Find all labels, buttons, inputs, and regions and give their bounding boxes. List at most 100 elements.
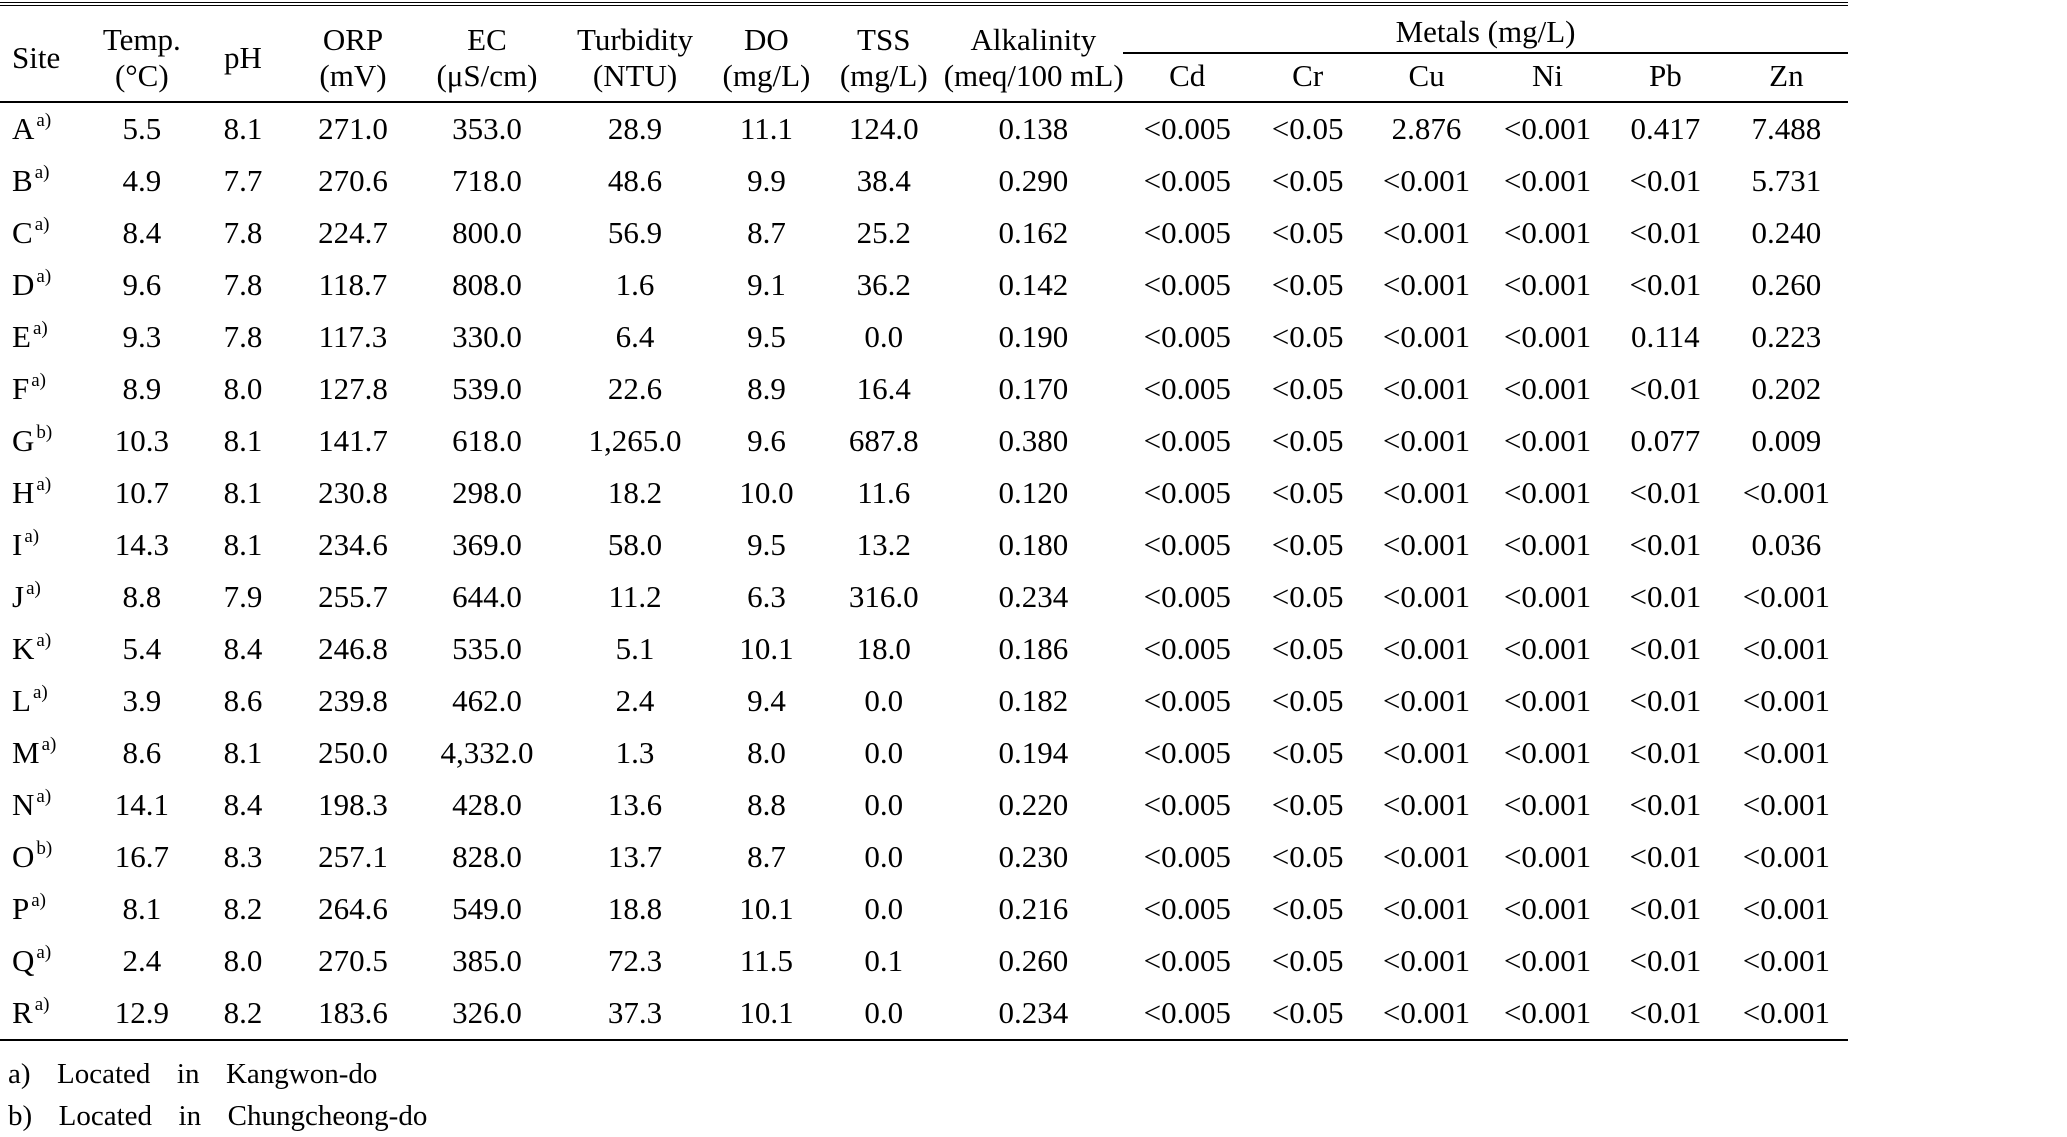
cell-zn: <0.001 [1742, 631, 1830, 667]
cell-ec: 800.0 [452, 215, 522, 251]
cell-cd: <0.005 [1143, 891, 1231, 927]
cell-do: 8.8 [747, 787, 786, 823]
cell-turbidity: 1.6 [615, 267, 655, 303]
footnote-marker: a) [32, 318, 48, 340]
footnote-marker: a) [32, 682, 48, 704]
cell-do: 9.1 [747, 267, 786, 303]
cell-turbidity: 13.7 [607, 839, 663, 875]
cell-temp: 4.9 [122, 163, 162, 199]
site-label: C [12, 215, 33, 251]
cell-cu: <0.001 [1382, 787, 1471, 823]
cell-cd: <0.005 [1143, 579, 1231, 615]
footnote-marker: b) [36, 838, 53, 860]
cell-pb: <0.01 [1605, 987, 1725, 1042]
cell-alkalinity: 0.190 [998, 319, 1069, 355]
cell-ni: <0.001 [1503, 319, 1592, 355]
cell-tss: 316.0 [848, 579, 919, 615]
cell-ni: <0.001 [1503, 163, 1592, 199]
cell-cr: <0.05 [1271, 631, 1344, 667]
cell-turbidity: 58.0 [607, 527, 663, 563]
site-label: J [12, 579, 25, 615]
cell-cd: <0.005 [1143, 111, 1231, 147]
cell-cu: <0.001 [1382, 371, 1471, 407]
cell-alkalinity: 0.142 [998, 267, 1069, 303]
cell-cd: <0.005 [1143, 423, 1231, 459]
cell-turbidity: 37.3 [561, 987, 710, 1042]
cell-pb: <0.01 [1629, 891, 1702, 927]
cell-zn: <0.001 [1742, 943, 1830, 979]
cell-zn: 0.009 [1751, 423, 1822, 459]
cell-orp: 183.6 [293, 987, 413, 1042]
footnote-marker: a) [31, 890, 47, 912]
cell-orp: 127.8 [318, 371, 388, 407]
cell-cu: <0.001 [1382, 943, 1471, 979]
cell-cr: <0.05 [1271, 163, 1344, 199]
cell-orp: 250.0 [318, 735, 388, 771]
cell-cd: <0.005 [1143, 215, 1231, 251]
cell-turbidity: 56.9 [607, 215, 663, 251]
header-zn: Zn [1724, 52, 1848, 104]
cell-ph: 8.1 [223, 423, 263, 459]
cell-cu: <0.001 [1382, 631, 1471, 667]
footnote-marker: a) [31, 370, 47, 392]
cell-ni: <0.001 [1503, 423, 1592, 459]
cell-do: 9.9 [747, 163, 786, 199]
cell-pb: <0.01 [1629, 787, 1702, 823]
footnote-marker: a) [36, 266, 52, 288]
cell-tss: 0.0 [864, 891, 904, 927]
cell-alkalinity: 0.216 [998, 891, 1069, 927]
cell-ec: 353.0 [452, 111, 522, 147]
cell-do: 9.4 [747, 683, 786, 719]
water-quality-table: Site Temp. (°C) pH ORP (mV) EC (μS/cm) Turb… [0, 1, 1848, 1042]
cell-ph: 8.4 [223, 787, 263, 823]
cell-cr: <0.05 [1271, 371, 1344, 407]
cell-zn: 7.488 [1751, 111, 1822, 147]
cell-orp: 264.6 [318, 891, 388, 927]
header-ph: pH [192, 1, 294, 104]
cell-temp: 5.5 [122, 111, 162, 147]
cell-ph: 7.8 [223, 267, 263, 303]
cell-temp: 14.3 [114, 527, 169, 563]
cell-temp: 8.4 [122, 215, 162, 251]
cell-ni: <0.001 [1503, 839, 1592, 875]
cell-ni: <0.001 [1503, 475, 1592, 511]
cell-cr: <0.05 [1271, 111, 1344, 147]
cell-ph: 7.7 [223, 163, 263, 199]
site-label: E [12, 319, 31, 355]
cell-orp: 118.7 [318, 267, 388, 303]
site-label: F [12, 371, 30, 407]
cell-ph: 8.3 [223, 839, 263, 875]
cell-tss: 16.4 [856, 371, 911, 407]
site-label: K [12, 631, 35, 667]
cell-ph: 7.8 [223, 215, 263, 251]
cell-zn: 0.202 [1751, 371, 1822, 407]
cell-orp: 230.8 [318, 475, 388, 511]
cell-ph: 8.2 [192, 987, 294, 1042]
cell-temp: 8.8 [122, 579, 162, 615]
cell-do: 10.1 [739, 631, 794, 667]
site-label: L [12, 683, 31, 719]
cell-ni: <0.001 [1503, 735, 1592, 771]
cell-turbidity: 28.9 [607, 111, 663, 147]
cell-do: 9.5 [747, 319, 786, 355]
cell-orp: 257.1 [318, 839, 388, 875]
cell-turbidity: 2.4 [615, 683, 655, 719]
cell-turbidity: 22.6 [607, 371, 663, 407]
cell-zn: 0.036 [1751, 527, 1822, 563]
cell-cr: <0.05 [1271, 527, 1344, 563]
cell-tss: 687.8 [848, 423, 919, 459]
cell-turbidity: 13.6 [607, 787, 663, 823]
header-cu: Cu [1363, 52, 1490, 104]
cell-ec: 618.0 [452, 423, 522, 459]
cell-ec: 644.0 [452, 579, 522, 615]
cell-ni: <0.001 [1489, 987, 1606, 1042]
cell-cd: <0.005 [1143, 787, 1231, 823]
cell-ni: <0.001 [1503, 579, 1592, 615]
cell-temp: 2.4 [122, 943, 162, 979]
